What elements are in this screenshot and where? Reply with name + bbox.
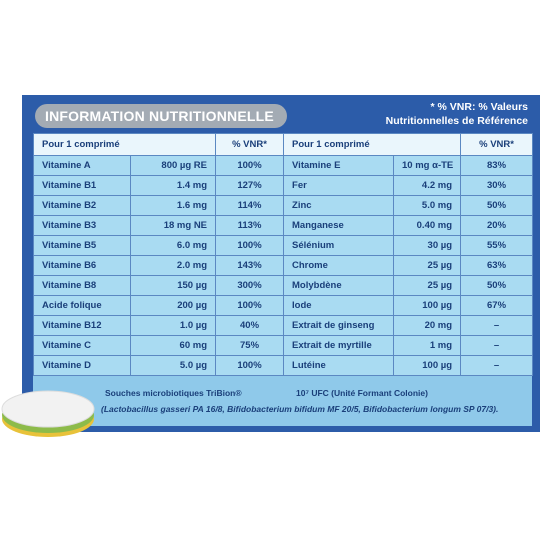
cell: 4.2 mg xyxy=(393,175,462,196)
cell: Vitamine E xyxy=(283,155,395,176)
cell: Vitamine B6 xyxy=(33,255,131,276)
species: (Lactobacillus gasseri PA 16/8, Bifidoba… xyxy=(101,404,499,414)
cell: 150 µg xyxy=(129,275,217,296)
cell: 300% xyxy=(215,275,285,296)
cell: 800 µg RE xyxy=(129,155,217,176)
cell: 200 µg xyxy=(129,295,217,316)
row: Vitamine D 5.0 µg 100% Lutéine 100 µg – xyxy=(33,355,534,376)
cell: 10 mg α-TE xyxy=(393,155,462,176)
cell: Iode xyxy=(283,295,395,316)
cell: 100 µg xyxy=(393,355,462,376)
cell: Vitamine B12 xyxy=(33,315,131,336)
cell: 30% xyxy=(460,175,534,196)
cell: 5.0 mg xyxy=(393,195,462,216)
cell: 100% xyxy=(215,295,285,316)
row: Vitamine C 60 mg 75% Extrait de myrtille 1 m… xyxy=(33,335,534,356)
cell: Vitamine D xyxy=(33,355,131,376)
row: Vitamine B3 18 mg NE 113% Manganese 0.40 mg 2… xyxy=(33,215,534,236)
footer: Souches microbiotiques TriBion® 10⁷ UFC … xyxy=(33,376,532,426)
cell: 1.0 µg xyxy=(129,315,217,336)
cell: 25 µg xyxy=(393,275,462,296)
cell: Vitamine A xyxy=(33,155,131,176)
nutrition-table: Pour 1 comprimé% VNR* Pour 1 comprimé% VN… xyxy=(32,133,534,376)
cell: Lutéine xyxy=(283,355,395,376)
cell: 1.4 mg xyxy=(129,175,217,196)
cell: Fer xyxy=(283,175,395,196)
cell: 6.0 mg xyxy=(129,235,217,256)
cell: 127% xyxy=(215,175,285,196)
cell: Manganese xyxy=(283,215,395,236)
row: Vitamine B6 2.0 mg 143% Chrome 25 µg 63% xyxy=(33,255,534,276)
header-cell: % VNR* xyxy=(215,133,285,156)
cell: 20% xyxy=(460,215,534,236)
cell: 60 mg xyxy=(129,335,217,356)
cell: 50% xyxy=(460,195,534,216)
cell: 143% xyxy=(215,255,285,276)
cell: 100% xyxy=(215,235,285,256)
cell: Molybdène xyxy=(283,275,395,296)
cell: – xyxy=(460,335,534,356)
cell: 18 mg NE xyxy=(129,215,217,236)
cell: 100% xyxy=(215,155,285,176)
cell: – xyxy=(460,315,534,336)
cell: Vitamine B2 xyxy=(33,195,131,216)
cell: Chrome xyxy=(283,255,395,276)
row: Vitamine B8 150 µg 300% Molybdène 25 µg 50% xyxy=(33,275,534,296)
cell: 50% xyxy=(460,275,534,296)
cell: Acide folique xyxy=(33,295,131,316)
tablet-top xyxy=(1,390,95,428)
cell: Vitamine B1 xyxy=(33,175,131,196)
row: Vitamine B12 1.0 µg 40% Extrait de ginseng 2… xyxy=(33,315,534,336)
row: Vitamine B2 1.6 mg 114% Zinc 5.0 mg 50% xyxy=(33,195,534,216)
row: Vitamine B1 1.4 mg 127% Fer 4.2 mg 30% xyxy=(33,175,534,196)
cell: Vitamine C xyxy=(33,335,131,356)
cell: 55% xyxy=(460,235,534,256)
note: Nutritionnelles de Référence xyxy=(385,115,528,127)
cell: 100% xyxy=(215,355,285,376)
row: Acide folique 200 µg 100% Iode 100 µg 67% xyxy=(33,295,534,316)
cell: 100 µg xyxy=(393,295,462,316)
cell: Vitamine B3 xyxy=(33,215,131,236)
cell: 83% xyxy=(460,155,534,176)
cell: Extrait de myrtille xyxy=(283,335,395,356)
header-cell: % VNR* xyxy=(460,133,534,156)
note: * % VNR: % Valeurs xyxy=(430,101,528,113)
cell: Zinc xyxy=(283,195,395,216)
cell: 25 µg xyxy=(393,255,462,276)
cell: 67% xyxy=(460,295,534,316)
cell: 1.6 mg xyxy=(129,195,217,216)
cell: 0.40 mg xyxy=(393,215,462,236)
tablet xyxy=(1,390,95,437)
cell: 2.0 mg xyxy=(129,255,217,276)
strain: Souches microbiotiques TriBion® xyxy=(105,388,242,398)
cell: Sélénium xyxy=(283,235,395,256)
row: Vitamine A 800 µg RE 100% Vitamine E 10 mg α… xyxy=(33,155,534,176)
header-cell: Pour 1 comprimé xyxy=(32,133,217,156)
cell: 63% xyxy=(460,255,534,276)
title: INFORMATION NUTRITIONNELLE xyxy=(35,104,287,128)
cell: 30 µg xyxy=(393,235,462,256)
cell: 1 mg xyxy=(393,335,462,356)
cell: 114% xyxy=(215,195,285,216)
cell: 40% xyxy=(215,315,285,336)
cell: Extrait de ginseng xyxy=(283,315,395,336)
cell: Vitamine B8 xyxy=(33,275,131,296)
header-cell: Pour 1 comprimé xyxy=(283,133,462,156)
row: Vitamine B5 6.0 mg 100% Sélénium 30 µg 55% xyxy=(33,235,534,256)
cell: Vitamine B5 xyxy=(33,235,131,256)
cell: 5.0 µg xyxy=(129,355,217,376)
cell: 113% xyxy=(215,215,285,236)
cell: 20 mg xyxy=(393,315,462,336)
count: 10⁷ UFC (Unité Formant Colonie) xyxy=(296,388,428,398)
header-row: Pour 1 comprimé% VNR* Pour 1 comprimé% VN… xyxy=(32,133,534,156)
cell: – xyxy=(460,355,534,376)
cell: 75% xyxy=(215,335,285,356)
